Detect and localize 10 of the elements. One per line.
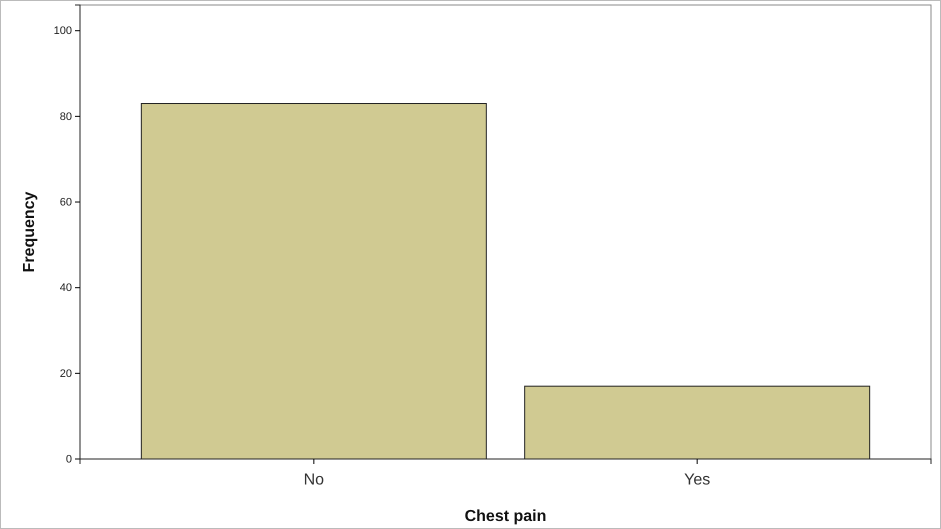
y-axis-title: Frequency	[21, 191, 38, 272]
y-tick-label: 40	[60, 282, 72, 294]
y-tick-label: 60	[60, 196, 72, 209]
y-tick-label: 100	[54, 25, 72, 38]
y-tick-label: 20	[60, 368, 72, 380]
x-tick-label: No	[304, 472, 324, 489]
y-tick-label: 80	[60, 110, 72, 123]
y-tick-label: 0	[66, 454, 72, 466]
x-axis-title: Chest pain	[464, 508, 546, 525]
x-tick-label: Yes	[684, 472, 710, 489]
